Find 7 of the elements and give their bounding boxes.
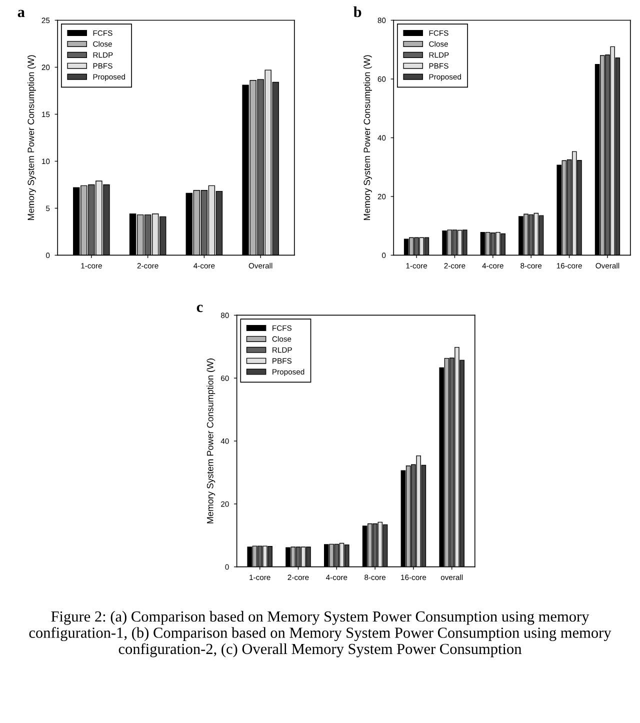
chart-title: a	[18, 10, 25, 18]
chart-title: b	[354, 6, 362, 18]
chart-title: c	[196, 304, 203, 312]
y-axis-title: Memory System Power Consumption (W)	[363, 55, 372, 220]
y-axis-title: Memory System Power Consumption (W)	[206, 358, 216, 524]
y-axis-title: Memory System Power Consumption (W)	[27, 55, 36, 220]
caption: Figure 2: (a) Comparison based on Memory System Power Consumption using memory configuration-1, (b) Comparison based on Memory System Power Consumption using memory configuration-2, (c) Overall Memory System Power Consumption	[29, 610, 612, 658]
